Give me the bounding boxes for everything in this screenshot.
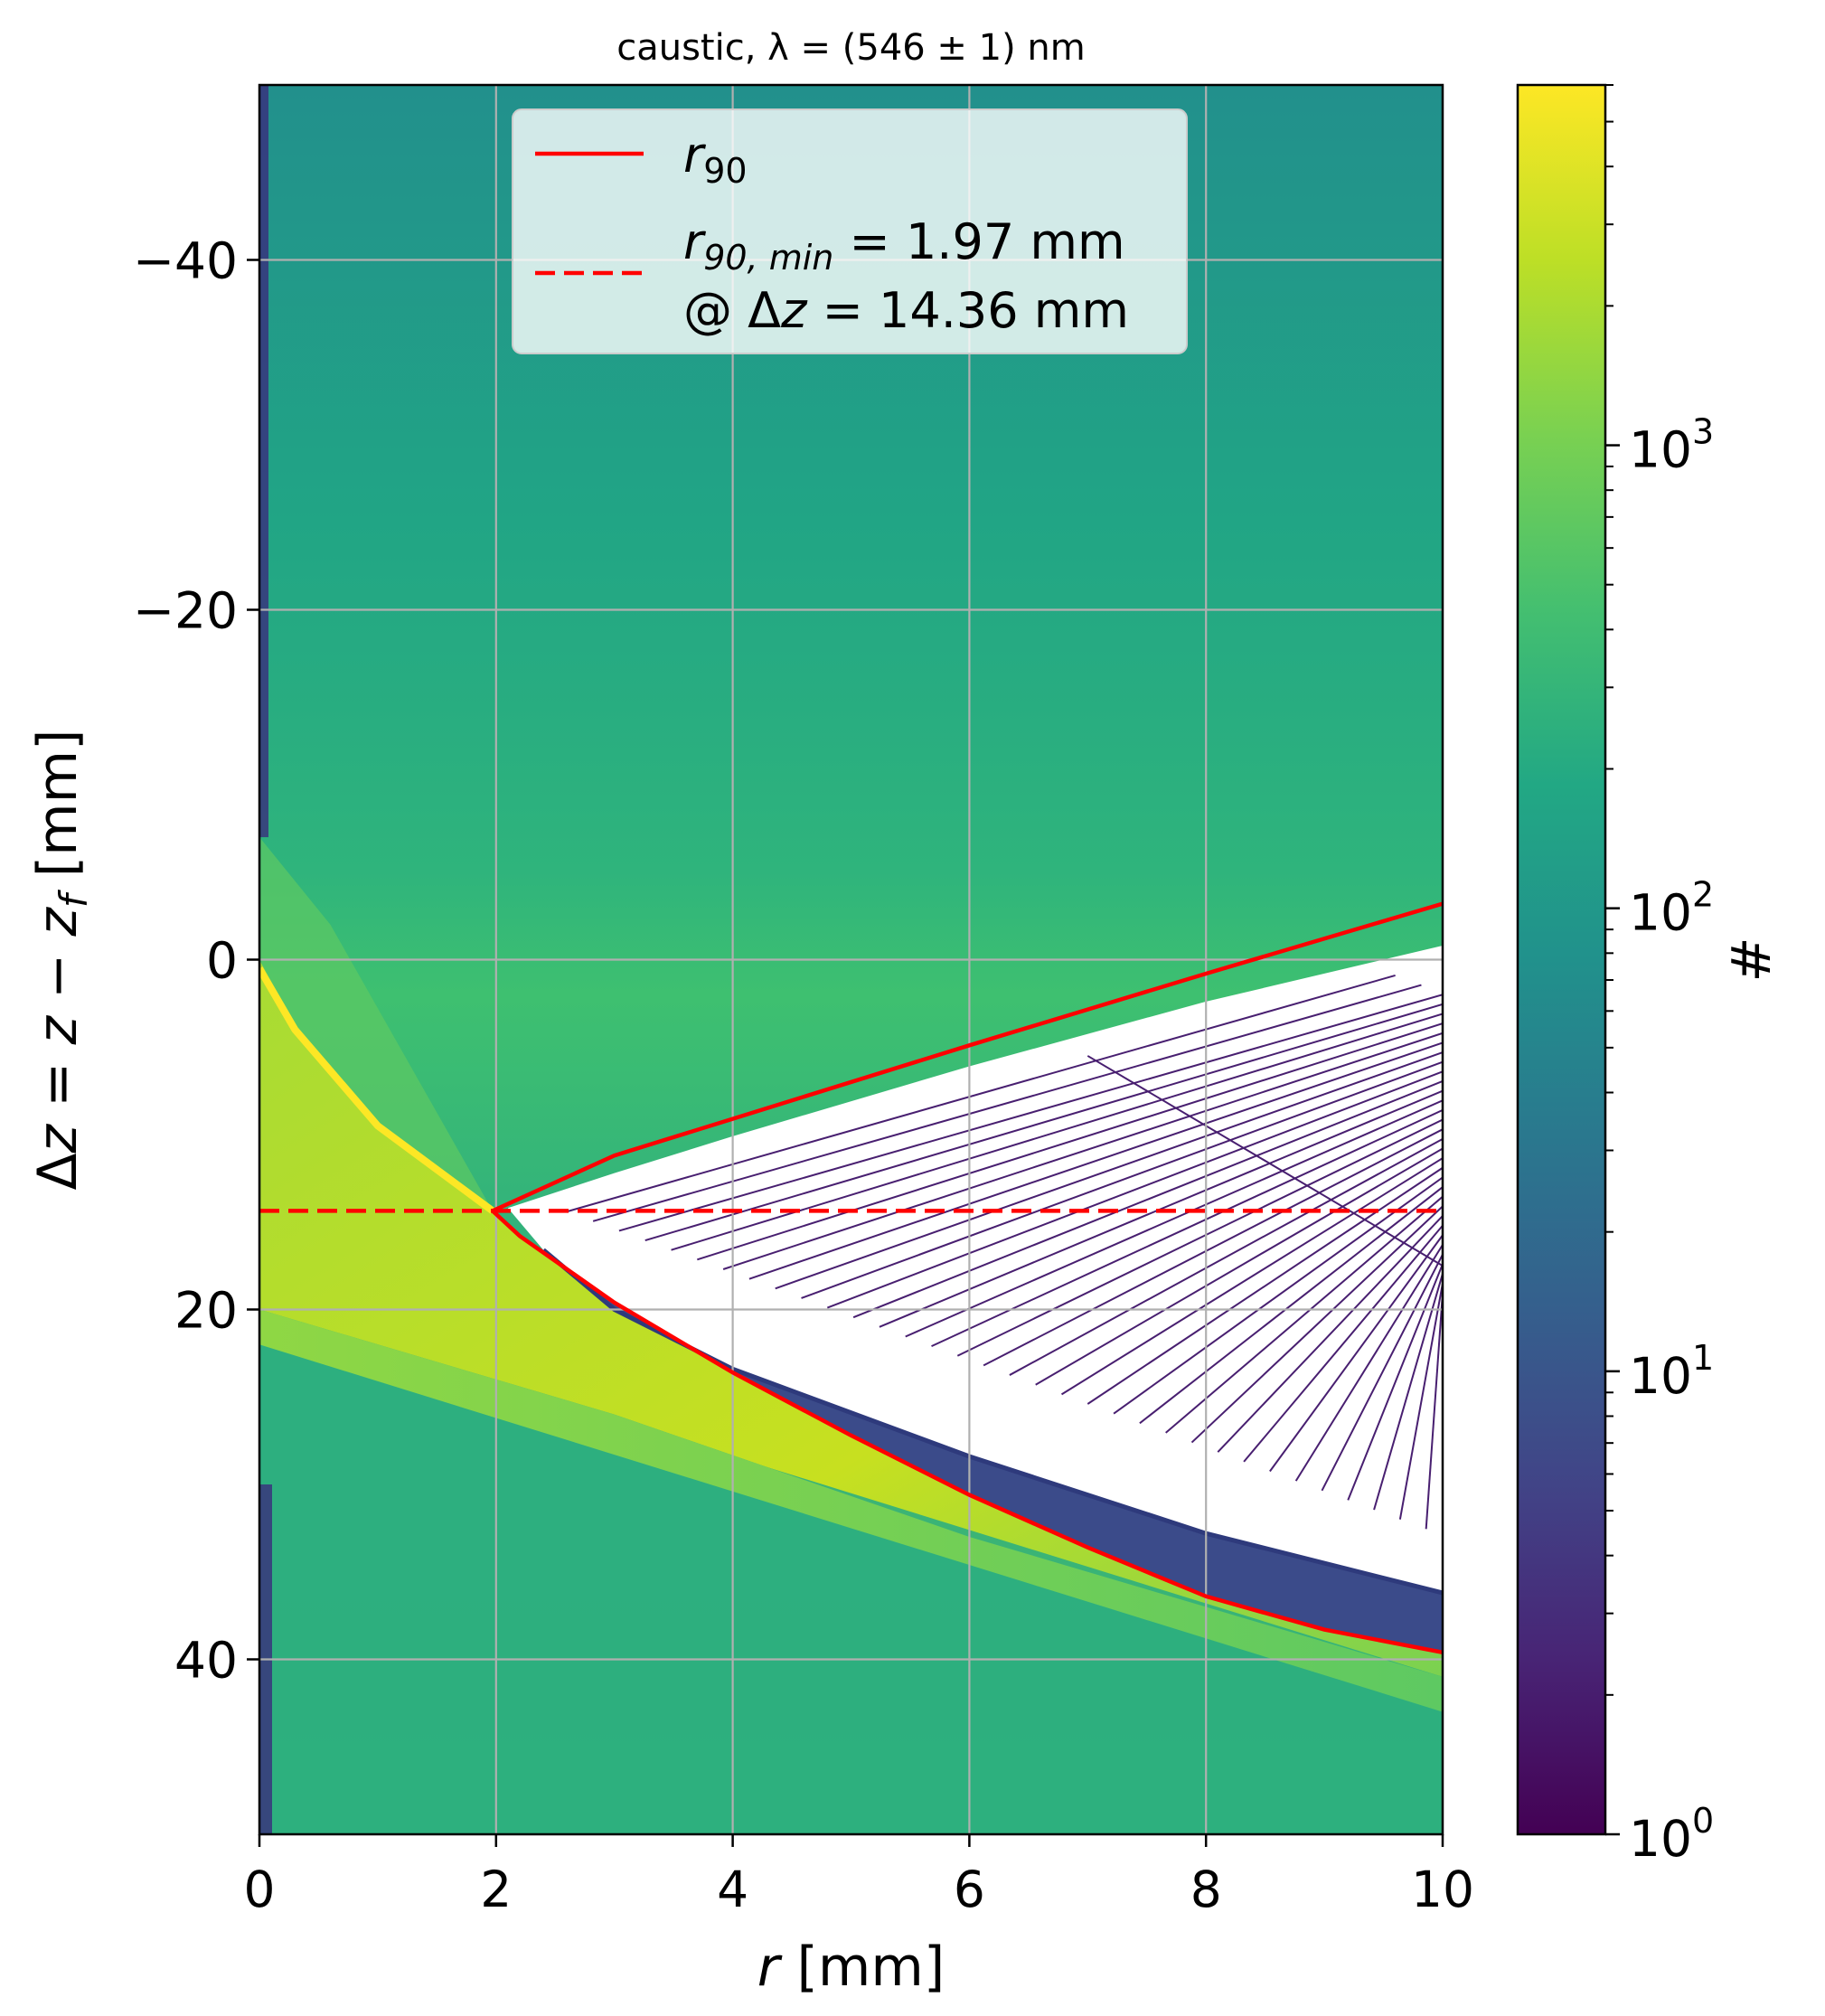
colorbar-tick-label: 103 xyxy=(1629,412,1714,479)
colorbar-tick-label: 100 xyxy=(1629,1801,1714,1868)
stray-ray xyxy=(618,994,1443,1232)
axis-edge-dark-top xyxy=(259,85,268,838)
y-tick-label: −20 xyxy=(133,582,238,640)
stray-ray xyxy=(801,1060,1443,1299)
x-tick-label: 4 xyxy=(717,1861,748,1918)
x-tick-label: 10 xyxy=(1411,1861,1474,1918)
series-layer xyxy=(259,901,1444,1655)
focus-glow xyxy=(259,837,493,1211)
stray-ray xyxy=(1165,1195,1443,1434)
stray-ray xyxy=(775,1051,1443,1290)
dark-band xyxy=(520,1236,1443,1653)
dark-band-edge xyxy=(541,1248,1443,1596)
y-axis-ticks: −40 −20 0 20 40 xyxy=(133,232,259,1690)
x-axis-label: r [mm] xyxy=(757,1936,945,1999)
y-tick-label: 40 xyxy=(174,1632,238,1690)
colorbar xyxy=(1516,83,1607,1836)
stray-ray xyxy=(1113,1176,1443,1415)
stray-ray xyxy=(1009,1137,1443,1376)
stray-ray xyxy=(1398,1283,1443,1520)
stray-ray xyxy=(826,1070,1443,1309)
stray-ray xyxy=(956,1118,1443,1357)
stray-ray xyxy=(1425,1293,1443,1530)
stray-ray xyxy=(1243,1224,1443,1463)
legend-label-r90min: r90, min = 1.97 mm xyxy=(683,213,1125,278)
stray-rays xyxy=(567,974,1443,1530)
grid xyxy=(259,85,1443,1834)
stray-ray xyxy=(931,1109,1443,1348)
x-tick-label: 2 xyxy=(480,1861,512,1918)
lower-band xyxy=(259,1309,1443,1712)
stray-ray xyxy=(1087,1166,1443,1405)
legend-label-r90: r90 xyxy=(683,127,748,191)
lower-fan xyxy=(259,1309,1443,1834)
colorbar-tick-label: 102 xyxy=(1629,875,1714,942)
stray-ray xyxy=(1035,1147,1443,1386)
colorbar-ticks: 100 101 102 103 xyxy=(1605,84,1714,1868)
stray-ray xyxy=(1087,1055,1443,1267)
colorbar-tick-label: 101 xyxy=(1629,1338,1714,1405)
stray-ray xyxy=(983,1128,1443,1367)
stray-ray xyxy=(722,1032,1443,1270)
chart-title: caustic, λ = (546 ± 1) nm xyxy=(616,27,1086,69)
stray-ray xyxy=(697,1022,1443,1261)
r90-curve-lower xyxy=(491,1209,1444,1655)
stray-ray xyxy=(1373,1273,1443,1511)
stray-ray xyxy=(567,974,1396,1213)
y-tick-label: 0 xyxy=(206,932,238,990)
stray-ray xyxy=(1060,1157,1443,1396)
x-tick-label: 6 xyxy=(954,1861,985,1918)
stray-ray xyxy=(644,1003,1443,1242)
stray-ray xyxy=(592,984,1422,1222)
y-axis-label: Δz = z − zf [mm] xyxy=(26,730,96,1191)
stray-ray xyxy=(905,1099,1443,1338)
legend: r90 r90, min = 1.97 mm@ Δz = 14.36 mm xyxy=(512,108,1188,354)
stray-ray xyxy=(1269,1234,1443,1473)
stray-ray xyxy=(1139,1186,1443,1425)
legend-box xyxy=(512,108,1188,354)
r90-curve-upper xyxy=(491,901,1444,1213)
x-tick-label: 0 xyxy=(244,1861,276,1918)
stray-ray xyxy=(1190,1205,1443,1444)
stray-ray xyxy=(1294,1244,1443,1482)
stray-ray xyxy=(1321,1254,1443,1492)
x-tick-label: 8 xyxy=(1190,1861,1222,1918)
x-axis-ticks: 0 2 4 6 8 10 xyxy=(244,1834,1474,1918)
stray-ray xyxy=(748,1041,1443,1280)
y-tick-label: 20 xyxy=(174,1282,238,1340)
y-tick-label: −40 xyxy=(133,232,238,290)
colorbar-label: # xyxy=(1720,937,1783,982)
stray-ray xyxy=(1217,1215,1443,1453)
stray-ray xyxy=(852,1080,1443,1319)
legend-label-dz: @ Δz = 14.36 mm xyxy=(683,282,1129,339)
stray-ray xyxy=(1347,1263,1443,1501)
